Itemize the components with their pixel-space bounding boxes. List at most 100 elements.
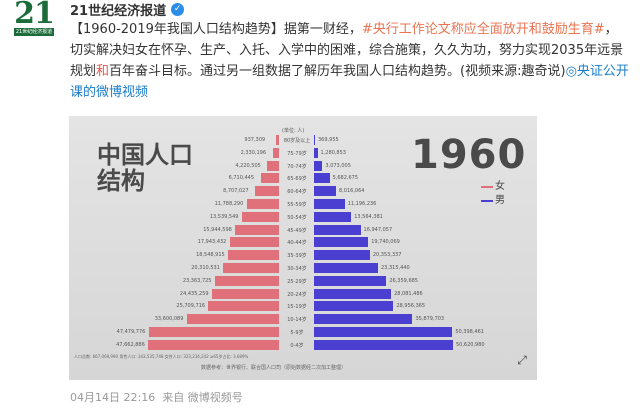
- female-bar: [208, 301, 279, 312]
- video-frame: 中国人口 结构 1960 女 男 (单位: 人) 937,309 80岁及以上 36…: [69, 116, 537, 380]
- female-bar: [211, 288, 279, 299]
- post-text: 【1960-2019年我国人口结构趋势】据第一财经，#央行工作论文称应全面放开和…: [70, 19, 630, 103]
- fullscreen-icon[interactable]: ⤢: [517, 353, 527, 367]
- female-value-label: 937,309: [244, 137, 266, 143]
- male-bar: [314, 314, 413, 325]
- age-group-label: 65-69岁: [287, 176, 307, 183]
- male-bar: [314, 173, 330, 184]
- male-bar: [314, 160, 323, 171]
- male-bar: [314, 211, 352, 222]
- video-year: 1960: [411, 132, 527, 178]
- post-text-highlight: 和: [96, 64, 110, 79]
- female-bar: [255, 186, 279, 197]
- topic-link[interactable]: #央行工作论文称应全面放开和鼓励生育#: [361, 22, 605, 37]
- male-value-label: 8,016,064: [339, 188, 365, 195]
- legend-male: 男: [481, 194, 505, 208]
- female-bar: [260, 173, 279, 184]
- female-value-label: 47,662,886: [116, 341, 145, 348]
- female-value-label: 11,788,290: [214, 201, 244, 207]
- video-title-line1: 中国人口: [97, 141, 193, 169]
- female-value-label: 6,710,445: [228, 175, 255, 182]
- male-bar: [314, 288, 392, 299]
- post-time[interactable]: 04月14日 22:16: [70, 391, 156, 404]
- population-stats: 人口总数: 667,069,990 男性人口: 343,535,748 女性人口…: [74, 354, 249, 359]
- age-group-label: 5-9岁: [290, 330, 304, 336]
- male-bar: [314, 224, 361, 235]
- female-swatch: [481, 186, 493, 188]
- play-icon: ◎: [565, 64, 577, 79]
- female-bar: [276, 135, 279, 145]
- male-bar: [314, 186, 336, 197]
- account-header: 21世纪经济报道 ✓: [70, 0, 185, 19]
- female-value-label: 8,707,027: [223, 188, 249, 195]
- male-swatch: [481, 200, 493, 202]
- age-group-label: 10-14岁: [287, 317, 307, 324]
- age-group-label: 20-24岁: [287, 291, 307, 298]
- age-group-label: 80岁及以上: [283, 138, 311, 144]
- post-source: 来自 微博视频号: [162, 391, 243, 404]
- avatar-subtitle: 21世纪经济报道: [14, 28, 54, 36]
- female-bar: [272, 147, 279, 158]
- female-bar: [186, 314, 279, 325]
- chart-legend: 女 男: [481, 180, 505, 208]
- legend-male-label: 男: [495, 195, 505, 206]
- male-value-label: 23,315,440: [381, 265, 410, 271]
- age-group-label: 25-29岁: [287, 278, 307, 285]
- video-source-link[interactable]: ◎央证公开课的微博视频: [70, 64, 629, 100]
- male-bar: [314, 199, 345, 209]
- male-value-label: 26,359,685: [389, 277, 418, 284]
- age-group-label: 15-19岁: [287, 304, 307, 311]
- male-value-label: 50,398,461: [455, 329, 484, 335]
- male-bar: [314, 275, 387, 286]
- age-group-label: 50-54岁: [287, 214, 307, 221]
- female-bar: [229, 237, 279, 248]
- post-text-part2: ，切实解决妇女在怀孕、生产、入托、入学中的困难，综合施策，久久为功，努力实现20…: [70, 22, 624, 79]
- male-value-label: 19,740,069: [371, 239, 400, 246]
- avatar-number: 21: [14, 0, 55, 31]
- avatar[interactable]: 21 21世纪经济报道: [12, 0, 56, 36]
- video-player[interactable]: 中国人口 结构 1960 女 男 (单位: 人) 937,309 80岁及以上 36…: [69, 116, 537, 380]
- verified-icon: ✓: [171, 3, 185, 16]
- age-group-label: 75-79岁: [287, 150, 307, 157]
- male-value-label: 28,956,365: [396, 303, 426, 310]
- age-group-label: 40-44岁: [287, 240, 307, 247]
- male-value-label: 5,682,675: [332, 175, 359, 182]
- male-value-label: 16,947,057: [363, 226, 393, 233]
- male-value-label: 1,280,853: [320, 149, 346, 156]
- female-value-label: 25,709,716: [176, 303, 206, 310]
- male-bar: [314, 327, 453, 337]
- data-source: 数据参考：世界银行、联合国人口司（原始数据经二次加工整理）: [201, 365, 347, 371]
- male-bar: [314, 263, 378, 273]
- male-value-label: 13,564,381: [354, 213, 383, 220]
- female-bar: [241, 211, 279, 222]
- male-bar: [314, 301, 394, 312]
- age-group-label: 0-4岁: [290, 342, 304, 349]
- age-group-label: 60-64岁: [287, 189, 307, 196]
- female-bar: [214, 275, 279, 286]
- age-group-label: 35-39岁: [287, 253, 307, 260]
- legend-female: 女: [481, 180, 505, 194]
- female-value-label: 18,548,915: [196, 252, 225, 259]
- male-bar: [314, 250, 370, 261]
- male-value-label: 50,620,980: [455, 341, 485, 348]
- male-bar: [314, 339, 453, 350]
- post-meta: 04月14日 22:16 来自 微博视频号: [70, 389, 243, 405]
- female-bar: [246, 199, 279, 209]
- female-value-label: 23,363,725: [182, 277, 212, 284]
- unit-label: (单位: 人): [282, 128, 305, 134]
- video-source-link-label: 央证公开课的微博视频: [70, 64, 629, 100]
- male-bar: [314, 237, 369, 248]
- account-name[interactable]: 21世纪经济报道: [70, 4, 167, 19]
- age-group-label: 30-34岁: [287, 266, 307, 272]
- male-value-label: 3,073,005: [325, 162, 351, 169]
- female-bar: [267, 160, 279, 171]
- female-value-label: 2,330,196: [240, 149, 267, 156]
- female-value-label: 20,310,531: [191, 265, 220, 271]
- female-bar: [148, 327, 279, 337]
- post-text-part1: 【1960-2019年我国人口结构趋势】据第一财经，: [70, 22, 362, 37]
- male-bar: [314, 135, 315, 145]
- post-text-part3: 百年奋斗目标。通过另一组数据了解历年我国人口结构趋势。(视频来源:趣奇说): [109, 64, 566, 79]
- female-value-label: 47,479,776: [116, 329, 146, 335]
- female-value-label: 24,435,259: [179, 290, 209, 297]
- male-value-label: 20,353,337: [372, 252, 402, 259]
